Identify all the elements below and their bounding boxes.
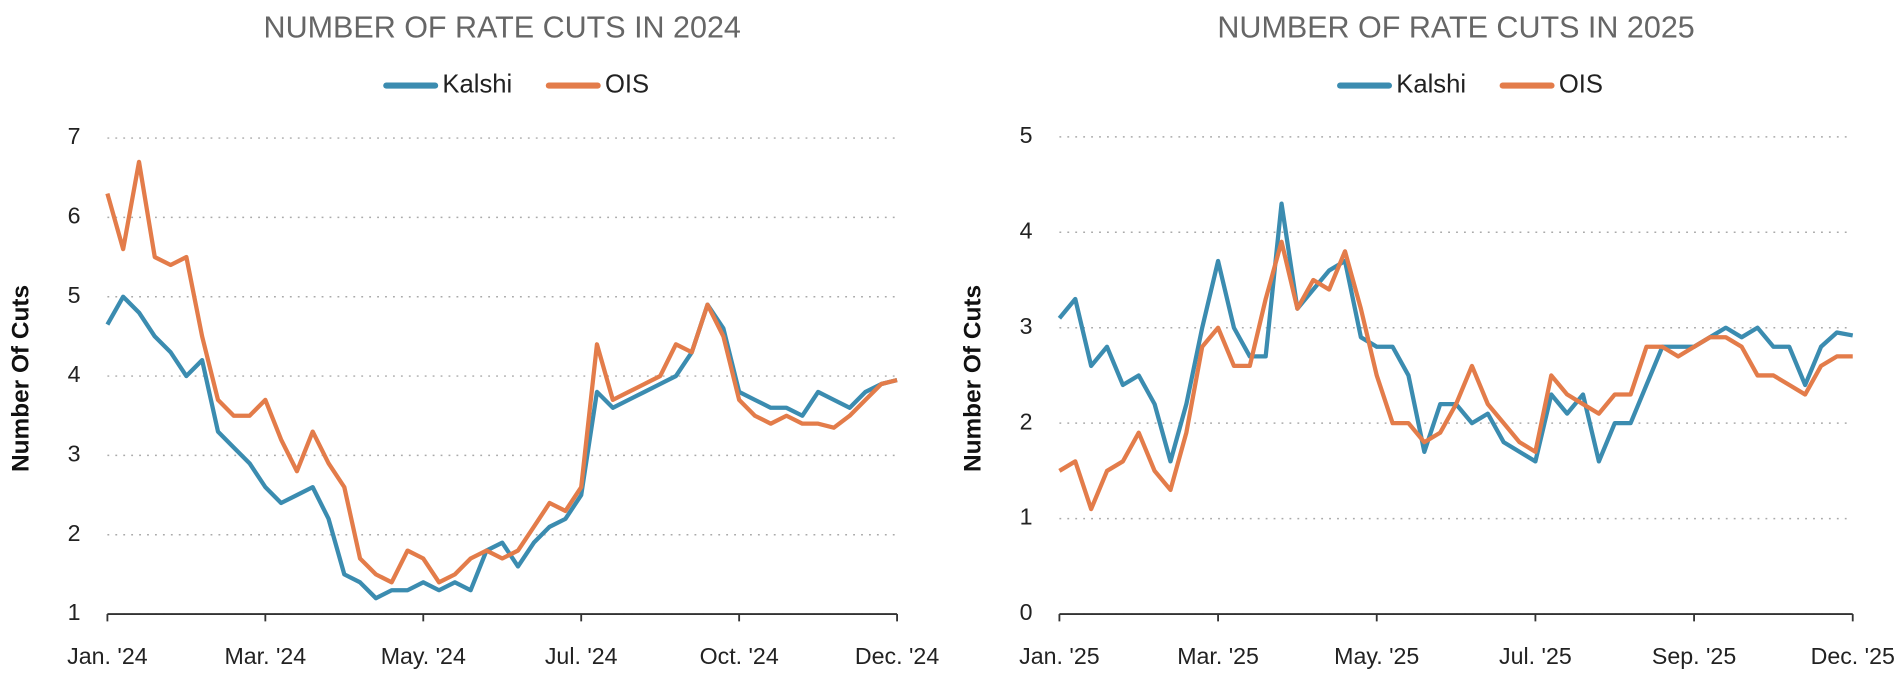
y-tick-label: 5 — [1020, 122, 1033, 148]
legend-label: Kalshi — [1396, 70, 1466, 98]
series-line — [1058, 239, 1853, 512]
chart-title: NUMBER OF RATE CUTS IN 2024 — [264, 10, 741, 44]
x-tick-label: May. '25 — [1334, 643, 1419, 669]
y-tick-label: 1 — [68, 599, 81, 625]
x-tick-label: Sep. '25 — [1652, 643, 1736, 669]
y-tick-label: 3 — [1020, 313, 1033, 339]
legend-label: OIS — [605, 70, 649, 98]
legend-label: Kalshi — [442, 70, 512, 98]
series-line — [105, 159, 898, 585]
x-tick-label: Dec. '25 — [1811, 643, 1895, 669]
x-tick-label: Jul. '24 — [545, 643, 618, 669]
y-tick-label: 6 — [68, 203, 81, 229]
y-tick-label: 1 — [1020, 504, 1033, 530]
x-tick-label: May. '24 — [381, 643, 466, 669]
x-tick-label: Dec. '24 — [855, 643, 939, 669]
x-tick-label: Jan. '24 — [67, 643, 148, 669]
y-tick-label: 3 — [68, 441, 81, 467]
y-tick-label: 0 — [1020, 599, 1033, 625]
x-tick-label: Mar. '24 — [224, 643, 306, 669]
y-tick-label: 7 — [68, 123, 81, 149]
y-axis-label: Number Of Cuts — [959, 285, 986, 472]
y-tick-label: 2 — [68, 520, 81, 546]
x-tick-label: Jul. '25 — [1499, 643, 1572, 669]
y-tick-label: 4 — [1020, 217, 1033, 243]
series-line — [105, 294, 898, 601]
x-tick-label: Jan. '25 — [1019, 643, 1099, 669]
x-tick-label: Mar. '25 — [1177, 643, 1259, 669]
y-axis-label: Number Of Cuts — [7, 285, 34, 472]
y-tick-label: 2 — [1020, 408, 1033, 434]
chart-title: NUMBER OF RATE CUTS IN 2025 — [1217, 10, 1694, 44]
legend-label: OIS — [1559, 70, 1603, 98]
x-tick-label: Oct. '24 — [700, 643, 779, 669]
y-tick-label: 4 — [68, 361, 81, 387]
y-tick-label: 5 — [68, 282, 81, 308]
